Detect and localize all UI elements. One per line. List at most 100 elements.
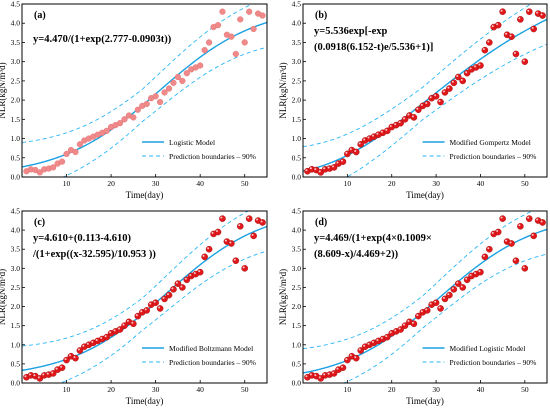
data-point-highlight — [438, 306, 441, 309]
lower-prediction-boundary — [345, 43, 547, 177]
data-point-highlight — [416, 314, 419, 317]
data-point-highlight — [536, 11, 539, 14]
data-point-highlight — [180, 285, 183, 288]
x-tick-label: 50 — [521, 385, 529, 394]
data-point-highlight — [305, 169, 308, 172]
plot-area — [303, 4, 547, 177]
data-point — [459, 284, 467, 291]
data-point — [170, 79, 177, 86]
data-point — [201, 253, 208, 261]
data-point-highlight — [238, 224, 241, 227]
equation-line: y=4.469/(1+exp(4×0.1009× — [314, 233, 432, 244]
data-point-highlight — [349, 148, 352, 151]
data-point-highlight — [380, 130, 383, 133]
data-point — [494, 21, 502, 29]
data-point-highlight — [425, 308, 428, 311]
data-point — [521, 58, 529, 65]
data-point-highlight — [509, 241, 512, 244]
data-point — [477, 268, 484, 276]
data-point-highlight — [376, 132, 379, 135]
y-tick-label: 1.0 — [11, 340, 21, 349]
data-point-highlight — [456, 281, 459, 284]
legend-bound-label: Prediction boundaries – 90% — [450, 358, 537, 367]
data-point-highlight — [162, 296, 165, 299]
data-point — [486, 39, 493, 46]
data-point-highlight — [77, 348, 80, 351]
data-point — [116, 120, 124, 127]
data-point-highlight — [91, 340, 94, 343]
data-point — [174, 73, 182, 81]
x-tick-label: 20 — [107, 385, 115, 394]
data-point-highlight — [336, 367, 339, 370]
data-point-highlight — [318, 170, 321, 173]
y-tick-label: 4.5 — [11, 0, 21, 9]
data-point — [170, 286, 177, 293]
data-point-highlight — [451, 80, 454, 83]
data-point — [352, 354, 360, 362]
data-point-highlight — [202, 254, 205, 257]
data-point — [152, 299, 159, 307]
data-point — [134, 106, 141, 113]
panel-label: (d) — [315, 217, 327, 228]
data-point — [50, 164, 57, 171]
data-point — [236, 222, 244, 230]
data-point-highlight — [131, 321, 134, 324]
data-point-highlight — [536, 218, 539, 221]
x-tick-label: 50 — [241, 179, 249, 188]
data-point-highlight — [175, 281, 178, 284]
y-tick-label: 2.5 — [292, 283, 302, 292]
data-point-highlight — [198, 270, 201, 273]
data-point-highlight — [358, 348, 361, 351]
data-point-highlight — [491, 25, 494, 28]
data-point — [450, 79, 458, 87]
data-point — [197, 62, 204, 69]
data-point — [214, 228, 222, 236]
data-point-highlight — [434, 94, 437, 97]
data-point-highlight — [193, 272, 196, 275]
data-point-highlight — [340, 159, 343, 162]
data-point-highlight — [73, 356, 76, 359]
data-point-highlight — [95, 338, 98, 341]
data-point — [432, 299, 440, 307]
data-point — [241, 265, 249, 272]
data-point — [477, 62, 484, 69]
y-tick-label: 3.5 — [11, 38, 21, 47]
data-point — [250, 25, 257, 33]
equation-line: y=4.470/(1+exp(2.777-0.0903t)) — [33, 34, 172, 45]
data-point-highlight — [216, 230, 218, 233]
data-point-highlight — [184, 277, 187, 280]
data-point-highlight — [527, 9, 530, 12]
x-tick-label: 40 — [196, 179, 204, 188]
data-point-highlight — [518, 224, 521, 227]
data-point-highlight — [376, 338, 379, 341]
data-point-highlight — [522, 59, 525, 62]
data-point-highlight — [371, 340, 374, 343]
upper-prediction-boundary — [22, 4, 254, 143]
data-point — [525, 8, 533, 15]
data-point-highlight — [474, 272, 477, 275]
data-point-highlight — [416, 107, 419, 110]
data-point-highlight — [447, 86, 450, 89]
y-tick-label: 2.5 — [11, 76, 21, 85]
equation-line: (0.0918(6.152-t)e/5.536+1)] — [314, 42, 433, 53]
data-point-highlight — [469, 273, 472, 276]
data-point-highlight — [398, 121, 401, 124]
x-tick-label: 10 — [63, 385, 71, 394]
data-point — [423, 100, 431, 108]
legend-bound-label: Prediction boundaries – 90% — [450, 152, 537, 161]
data-point-highlight — [518, 17, 521, 20]
x-tick-label: 30 — [152, 179, 160, 188]
data-point — [437, 305, 444, 312]
data-point-highlight — [491, 231, 494, 234]
data-point-highlight — [207, 247, 210, 250]
data-point — [76, 141, 84, 148]
y-tick-label: 3.0 — [292, 264, 302, 273]
data-point-highlight — [429, 302, 432, 305]
data-point-highlight — [394, 329, 397, 332]
y-tick-label: 1.0 — [292, 134, 302, 143]
chart-panel-2: 10 20 30 40 50 0.0 0.5 1.0 1.5 2.0 2.5 3.0 3.5 4.0 4.5… — [278, 0, 548, 200]
data-point-highlight — [229, 241, 232, 244]
data-point — [481, 46, 489, 54]
data-point-highlight — [420, 103, 423, 106]
data-point-highlight — [158, 306, 161, 309]
